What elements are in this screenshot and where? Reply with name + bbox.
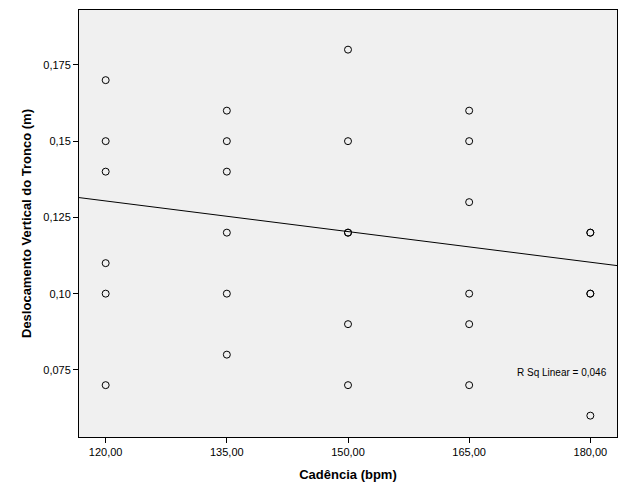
svg-text:0,10: 0,10 (49, 288, 70, 300)
svg-text:180,00: 180,00 (574, 446, 608, 458)
svg-text:Deslocamento Vertical do Tronc: Deslocamento Vertical do Tronco (m) (19, 109, 34, 338)
svg-text:120,00: 120,00 (89, 446, 123, 458)
svg-text:R Sq Linear = 0,046: R Sq Linear = 0,046 (517, 367, 607, 378)
svg-text:0,075: 0,075 (43, 364, 71, 376)
svg-text:Cadência (bpm): Cadência (bpm) (299, 467, 397, 482)
svg-text:0,125: 0,125 (43, 211, 71, 223)
svg-text:165,00: 165,00 (452, 446, 486, 458)
svg-text:150,00: 150,00 (331, 446, 365, 458)
svg-text:0,15: 0,15 (49, 135, 70, 147)
svg-text:135,00: 135,00 (210, 446, 244, 458)
svg-text:0,175: 0,175 (43, 59, 71, 71)
